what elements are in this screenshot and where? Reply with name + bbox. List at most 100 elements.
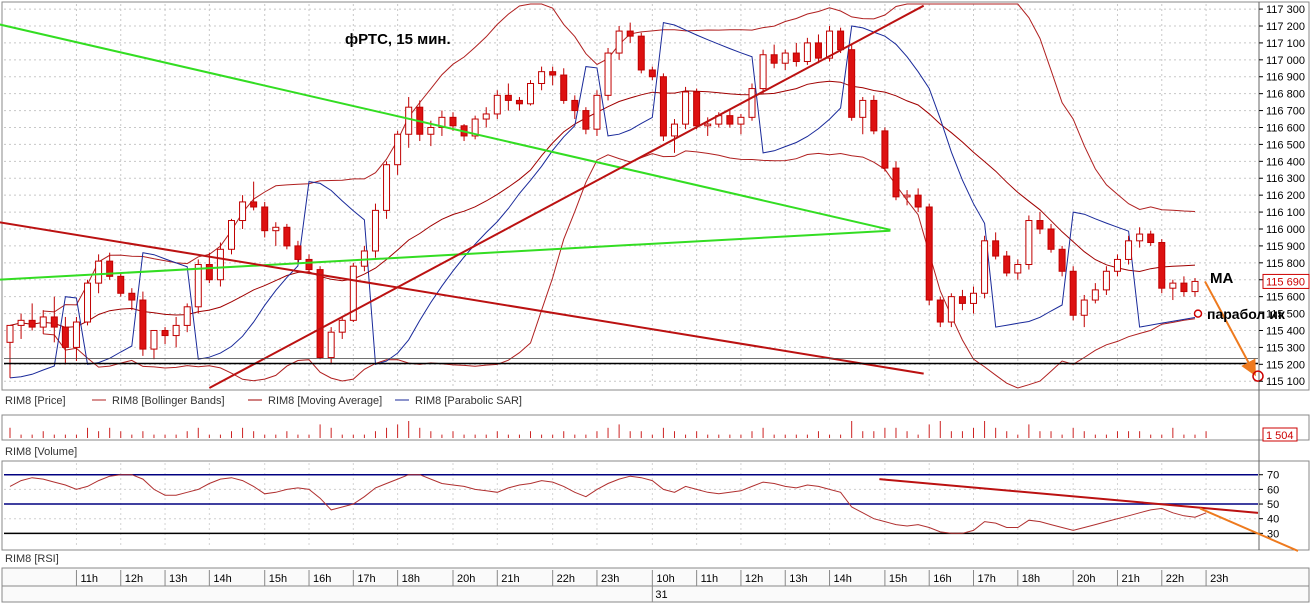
price-tick-label: 116 000 [1266,224,1305,236]
candle [604,47,612,101]
candle-body-down [870,99,878,132]
time-tick-label: 16h [313,573,331,585]
candle [1036,212,1044,235]
candle [471,115,479,140]
candle [1069,266,1077,321]
candle [970,286,978,314]
candle-body-down [693,91,701,127]
candle-body-up [6,324,14,343]
candle [593,90,601,136]
candle [881,127,889,172]
candle-body-up [748,88,756,118]
price-tick-label: 115 400 [1266,325,1305,337]
candle-body-down [1069,270,1077,316]
volume-panel-frame [1,414,1310,441]
time-tick-label: 18h [1022,573,1040,585]
candle [814,34,822,64]
candle-body-up [704,123,712,127]
target-circle [1252,370,1264,382]
time-tick-label: 12h [125,573,143,585]
candle-body-up [1080,299,1088,316]
candle [870,95,878,135]
candle-body-down [515,99,523,105]
price-forecast-arrow [1204,280,1256,377]
rsi-tick-label: 50 [1267,499,1279,511]
candle [1169,279,1177,301]
time-tick-label: 10h [656,573,674,585]
candle-body-up [150,329,158,350]
candle [1136,227,1144,248]
candle [449,112,457,131]
candle [560,68,568,104]
time-tick-label: 23h [601,573,619,585]
time-tick-label: 20h [1077,573,1095,585]
candle [84,279,92,326]
candle-body-up [759,54,767,90]
bollinger-lower-line [43,150,1196,389]
green-channel-line-rising [0,229,891,281]
candle [1025,215,1033,270]
candle [294,240,302,263]
price-axis: 117 300 117 200 117 100 117 000 116 900 116 8… [1259,4,1310,388]
candle [493,90,501,120]
time-tick-label: 15h [889,573,907,585]
volume-last-label: 1 504 [1266,430,1294,442]
rsi-legend: RIM8 [RSI] [5,553,59,565]
candle-body-down [1180,282,1188,293]
candle [50,296,58,343]
candle [72,316,80,361]
candle-body-down [560,74,568,101]
candle-body-down [1036,220,1044,230]
candle-body-up [859,99,867,118]
candle-body-up [383,164,391,211]
candle [106,252,114,280]
candle-body-down [992,240,1000,257]
price-tick-label: 116 100 [1266,207,1305,219]
time-tick-label: 21h [1121,573,1139,585]
price-tick-label: 116 200 [1266,190,1305,202]
candle [1158,239,1166,294]
candle-body-down [925,206,933,301]
time-tick-label: 23h [1210,573,1228,585]
candle [427,120,435,147]
candle [571,95,579,120]
candle [6,324,14,378]
time-axis-frame [1,567,1310,603]
candle [272,222,280,246]
legend-entry: RIM8 [Moving Average] [268,395,382,407]
time-tick-label: 11h [80,573,98,585]
candle-body-down [1003,255,1011,274]
candle-body-down [161,329,169,337]
candle-body-down [28,319,36,328]
price-tick-label: 116 400 [1266,156,1305,168]
candle-body-down [549,71,557,76]
rsi-line [9,474,1207,534]
candle-body-down [250,201,258,208]
candle-body-up [1125,240,1133,260]
time-axis: 11h 12h 13h 14h 15h 16h 17h 18h 20h 21h 22h 23h 10h 1… [2,570,1309,602]
candle-body-up [172,324,180,337]
price-tick-label: 115 600 [1266,292,1305,304]
candle-body-up [194,264,202,308]
candle-body-down [958,296,966,304]
candle [139,291,147,356]
candle [161,327,169,345]
candle-body-up [527,83,535,105]
candle-body-down [316,269,324,359]
candle [128,288,136,311]
rsi-forecast-arrow [1199,507,1299,552]
price-tick-label: 116 600 [1266,122,1305,134]
candle-body-up [427,126,435,135]
candle-body-down [626,30,634,37]
candle-body-up [737,116,745,125]
price-tick-label: 117 200 [1266,21,1305,33]
candle [1091,283,1099,304]
candle-body-up [670,123,678,137]
time-tick-label: 22h [1166,573,1184,585]
candle [405,97,413,148]
candle-body-down [571,99,579,112]
candle-body-down [914,194,922,208]
candle [349,262,357,323]
